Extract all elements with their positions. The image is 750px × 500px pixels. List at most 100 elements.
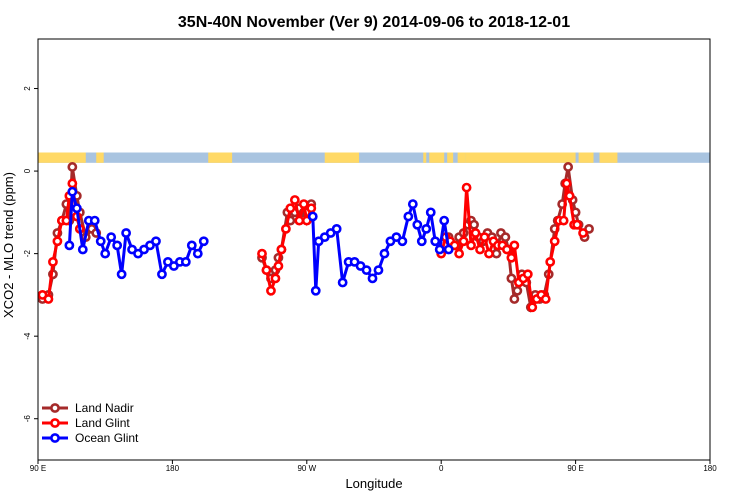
data-point-ocean-glint bbox=[430, 236, 441, 247]
data-point-land-glint bbox=[298, 199, 309, 209]
data-point-ocean-glint bbox=[425, 207, 436, 218]
data-point-land-nadir bbox=[506, 273, 517, 284]
y-tick-label: 2 bbox=[23, 86, 32, 91]
x-tick-label: 90 E bbox=[30, 464, 46, 473]
data-point-land-glint bbox=[461, 182, 472, 193]
data-point-land-glint bbox=[454, 248, 465, 259]
data-point-ocean-glint bbox=[157, 269, 167, 280]
x-axis-label: Longitude bbox=[345, 476, 402, 491]
data-point-land-glint bbox=[558, 215, 569, 226]
land-segment bbox=[208, 152, 233, 163]
data-point-ocean-glint bbox=[434, 244, 445, 255]
data-point-ocean-glint bbox=[403, 211, 414, 222]
land-segment bbox=[429, 152, 445, 163]
legend-marker bbox=[50, 403, 60, 413]
data-point-land-glint bbox=[506, 252, 517, 263]
data-point-ocean-glint bbox=[198, 236, 209, 247]
data-point-land-glint bbox=[306, 203, 317, 214]
data-point-land-nadir bbox=[563, 162, 574, 172]
y-tick-label: 0 bbox=[23, 168, 32, 173]
data-point-land-glint bbox=[470, 228, 481, 238]
data-point-ocean-glint bbox=[416, 236, 427, 247]
data-point-land-glint bbox=[458, 236, 469, 247]
land-segment bbox=[599, 152, 618, 163]
data-point-land-glint bbox=[509, 240, 520, 251]
land-segment bbox=[38, 152, 86, 163]
data-point-land-glint bbox=[48, 256, 58, 267]
legend-marker bbox=[50, 433, 60, 443]
legend-item-ocean-glint: Ocean Glint bbox=[42, 431, 139, 445]
series-ocean-glint bbox=[64, 186, 454, 296]
data-point-land-nadir bbox=[500, 232, 511, 243]
data-point-ocean-glint bbox=[192, 248, 203, 259]
data-point-ocean-glint bbox=[186, 240, 197, 251]
data-point-land-glint bbox=[578, 228, 588, 238]
land-segment bbox=[96, 152, 104, 163]
data-point-ocean-glint bbox=[121, 228, 132, 238]
x-tick-label: 0 bbox=[439, 464, 444, 473]
data-point-ocean-glint bbox=[112, 240, 123, 251]
data-point-ocean-glint bbox=[67, 186, 78, 197]
data-point-land-glint bbox=[479, 232, 490, 243]
data-point-land-glint bbox=[466, 240, 476, 251]
axes-layer: 90 E 180 90 W 0 90 E 180 2 0 -2 -4 -6 bbox=[23, 86, 717, 473]
legend-label: Land Glint bbox=[75, 416, 130, 430]
data-point-ocean-glint bbox=[421, 223, 432, 234]
data-point-land-glint bbox=[289, 195, 300, 205]
land-segment bbox=[457, 152, 466, 163]
data-point-land-glint bbox=[67, 178, 78, 189]
data-point-land-glint bbox=[270, 273, 281, 284]
series-land-glint bbox=[37, 178, 588, 313]
land-segment bbox=[578, 152, 594, 163]
data-point-ocean-glint bbox=[95, 236, 106, 247]
series-line-ocean-glint bbox=[311, 198, 451, 291]
y-tick-label: -6 bbox=[23, 415, 32, 423]
data-point-ocean-glint bbox=[64, 240, 75, 251]
data-point-ocean-glint bbox=[379, 248, 390, 259]
data-point-ocean-glint bbox=[361, 265, 372, 276]
legend-item-land-nadir: Land Nadir bbox=[42, 401, 134, 415]
land-segment bbox=[447, 152, 454, 163]
data-point-ocean-glint bbox=[180, 256, 191, 267]
data-point-ocean-glint bbox=[310, 285, 321, 296]
plot-frame bbox=[37, 38, 711, 461]
data-point-ocean-glint bbox=[439, 215, 450, 226]
data-point-land-glint bbox=[475, 244, 485, 255]
data-point-land-glint bbox=[484, 248, 494, 259]
data-point-land-glint bbox=[572, 219, 582, 230]
data-point-land-glint bbox=[522, 269, 533, 280]
series-layer bbox=[37, 162, 594, 314]
data-point-land-nadir bbox=[509, 294, 520, 304]
data-point-land-nadir bbox=[512, 285, 523, 296]
data-point-land-glint bbox=[549, 236, 560, 247]
x-tick-label: 90 E bbox=[567, 464, 583, 473]
data-point-ocean-glint bbox=[373, 265, 384, 276]
data-point-land-glint bbox=[502, 244, 512, 255]
land-segment bbox=[465, 152, 576, 163]
data-point-land-glint bbox=[564, 190, 575, 201]
legend-label: Ocean Glint bbox=[75, 431, 139, 445]
data-point-ocean-glint bbox=[407, 199, 418, 209]
data-point-land-glint bbox=[280, 223, 291, 234]
legend-label: Land Nadir bbox=[75, 401, 134, 415]
data-point-land-glint bbox=[52, 236, 63, 247]
data-point-land-glint bbox=[273, 261, 284, 271]
chart-title: 35N-40N November (Ver 9) 2014-09-06 to 2… bbox=[178, 14, 570, 31]
data-point-ocean-glint bbox=[71, 203, 82, 214]
data-point-ocean-glint bbox=[151, 236, 161, 247]
data-point-land-glint bbox=[43, 294, 54, 304]
x-tick-label: 90 W bbox=[297, 464, 316, 473]
data-point-ocean-glint bbox=[331, 223, 342, 234]
data-point-ocean-glint bbox=[77, 244, 88, 255]
data-point-land-glint bbox=[545, 256, 556, 267]
data-point-land-glint bbox=[276, 244, 287, 255]
data-point-land-glint bbox=[257, 248, 267, 259]
data-point-land-nadir bbox=[469, 219, 479, 230]
x-tick-label: 180 bbox=[166, 464, 180, 473]
data-point-ocean-glint bbox=[443, 244, 454, 255]
data-point-land-glint bbox=[561, 178, 572, 189]
data-point-land-nadir bbox=[491, 248, 502, 259]
data-point-ocean-glint bbox=[367, 273, 378, 284]
